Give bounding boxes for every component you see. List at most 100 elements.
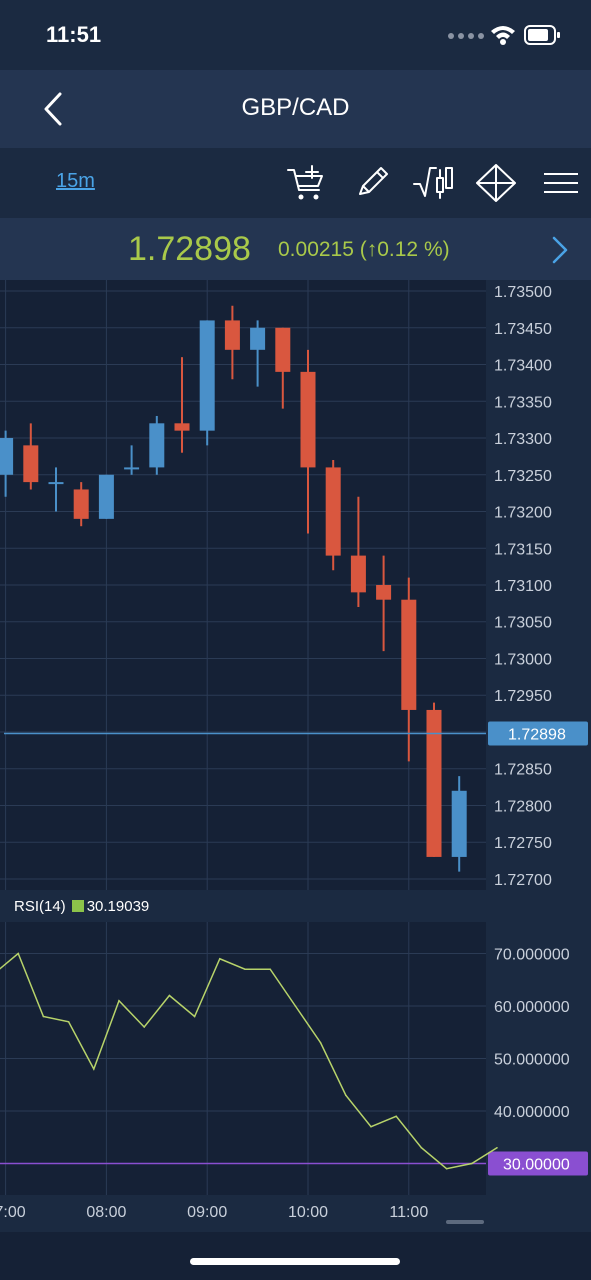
- candle: [426, 702, 442, 857]
- candle-body: [48, 482, 64, 485]
- price-axis-background: [486, 280, 591, 900]
- y-tick-label: 1.73350: [494, 394, 552, 411]
- candle: [199, 320, 215, 446]
- candle: [451, 776, 467, 872]
- battery-icon: [524, 25, 560, 45]
- candle-body: [124, 467, 140, 470]
- interval-selector[interactable]: 15m: [56, 170, 95, 192]
- candle: [149, 415, 165, 475]
- pencil-icon[interactable]: [352, 164, 394, 202]
- menu-icon[interactable]: [540, 164, 582, 202]
- rsi-legend: RSI(14) 30.19039: [14, 898, 149, 915]
- rsi-point: [219, 957, 221, 960]
- y-tick-label: 1.73250: [494, 468, 552, 485]
- x-tick-label: 07:00: [0, 1204, 26, 1221]
- candle-body: [300, 371, 316, 468]
- rsi-point: [244, 968, 246, 971]
- rsi-point: [193, 1015, 196, 1018]
- candle-body: [451, 790, 467, 857]
- quote-bar: 1.72898 0.00215 (↑0.12 %): [0, 218, 591, 280]
- y-tick-label: 1.73450: [494, 321, 552, 338]
- x-tick-label: 08:00: [86, 1204, 126, 1221]
- candle: [23, 423, 39, 490]
- rsi-point: [445, 1167, 448, 1170]
- candlestick-chart[interactable]: 1.73500 1.73450 1.73400 1.73350 1.73300 1.732…: [0, 280, 591, 900]
- price-change: 0.00215 (↑0.12 %): [278, 238, 450, 261]
- move-arrows-icon[interactable]: [475, 164, 517, 202]
- candle: [98, 474, 114, 519]
- indicator-icon[interactable]: [412, 164, 454, 202]
- rsi-axis-background: [486, 922, 591, 1232]
- current-price-tag: [488, 721, 588, 746]
- rsi-point: [496, 1146, 498, 1149]
- y-tick-label: 1.73500: [494, 284, 552, 301]
- candle-body: [325, 467, 341, 556]
- candle-body: [0, 438, 14, 475]
- candle-body: [199, 320, 215, 431]
- rsi-point: [42, 1015, 45, 1018]
- candle-body: [174, 423, 190, 431]
- y-tick-label: 1.73100: [494, 578, 552, 595]
- candle: [250, 320, 266, 387]
- candle: [124, 445, 140, 475]
- status-icons: [448, 25, 560, 45]
- candle-body: [401, 599, 417, 710]
- rsi-point: [345, 1094, 347, 1097]
- candle-body: [98, 474, 114, 519]
- rsi-point: [319, 1041, 322, 1044]
- rsi-point: [395, 1115, 398, 1118]
- time-axis-background: [0, 1195, 486, 1232]
- rsi-point: [17, 952, 20, 955]
- rsi-level-tag: [488, 1151, 588, 1176]
- rsi-y-tick-label: 50.000000: [494, 1052, 570, 1069]
- y-tick-label: 1.73200: [494, 505, 552, 522]
- candle-body: [426, 709, 442, 857]
- candle: [376, 555, 392, 652]
- candle: [73, 482, 89, 527]
- candle: [48, 467, 64, 512]
- x-tick-label: 11:00: [389, 1204, 428, 1221]
- y-tick-label: 1.72750: [494, 835, 552, 852]
- rsi-point: [294, 1005, 297, 1007]
- rsi-y-tick-label: 60.000000: [494, 999, 570, 1016]
- y-tick-label: 1.73050: [494, 615, 552, 632]
- page-title: GBP/CAD: [241, 94, 350, 121]
- candle: [224, 305, 240, 380]
- y-tick-label: 1.73300: [494, 431, 552, 448]
- candle: [0, 430, 14, 497]
- candle-body: [275, 327, 291, 372]
- candle-body: [149, 423, 165, 468]
- rsi-point: [67, 1020, 70, 1023]
- rsi-name: RSI(14): [14, 898, 66, 915]
- rsi-point: [168, 994, 171, 997]
- y-tick-label: 1.73400: [494, 358, 552, 375]
- rsi-point: [420, 1146, 423, 1149]
- current-price-tag-label: 1.72898: [508, 726, 566, 743]
- cart-plus-icon[interactable]: [286, 164, 328, 202]
- candle: [401, 577, 417, 762]
- rsi-value: 30.19039: [86, 898, 150, 915]
- candle-body: [376, 585, 392, 600]
- signal-dots-icon: [448, 33, 484, 39]
- y-tick-label: 1.72850: [494, 762, 552, 779]
- candle: [300, 349, 316, 534]
- chevron-left-icon[interactable]: [38, 88, 78, 130]
- rsi-point: [118, 999, 120, 1002]
- rsi-y-tick-label: 40.000000: [494, 1104, 570, 1121]
- candle-body: [23, 445, 39, 483]
- y-tick-label: 1.73150: [494, 541, 552, 558]
- candle: [350, 496, 366, 608]
- candle: [325, 460, 341, 571]
- x-tick-label: 10:00: [288, 1204, 328, 1221]
- y-tick-label: 1.72800: [494, 798, 552, 815]
- chart-toolbar: 15m: [0, 148, 591, 218]
- home-indicator[interactable]: [190, 1258, 400, 1265]
- rsi-point: [269, 968, 272, 971]
- rsi-y-tick-label: 70.000000: [494, 947, 570, 964]
- current-price: 1.72898: [128, 230, 251, 268]
- nav-bar: GBP/CAD: [0, 70, 591, 148]
- wifi-icon: [491, 26, 515, 45]
- rsi-chart[interactable]: 70.000000 60.000000 50.000000 40.000000 07:0…: [0, 922, 591, 1232]
- chevron-right-icon[interactable]: [546, 234, 574, 266]
- candle-body: [350, 555, 366, 593]
